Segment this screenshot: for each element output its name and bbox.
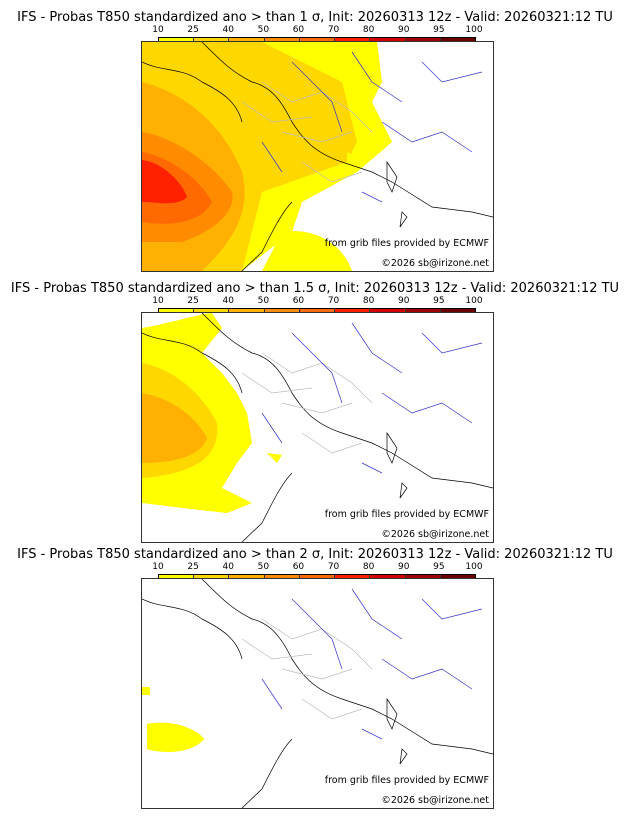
colorbar-tick-label: 10 [152,296,164,306]
colorbar-tick-label: 80 [362,296,375,306]
colorbar-tick-label: 95 [433,296,445,306]
colorbar-tick-label: 80 [362,562,375,572]
colorbar-tick-label: 60 [292,25,305,35]
colorbar-tick-label: 50 [257,562,270,572]
colorbar-tick-label: 100 [465,25,483,35]
panel-1: IFS - Probas T850 standardized ano > tha… [0,10,630,280]
colorbar-tick-label: 25 [187,296,199,306]
colorbar-ticks: 10 25 40 50 60 70 80 90 95 100 [152,25,482,37]
probability-map: from grib files provided by ECMWF ©2026 … [141,312,494,543]
copyright: ©2026 sb@irizone.net [381,795,489,806]
source-credit: from grib files provided by ECMWF [324,509,489,520]
colorbar-tick-label: 50 [257,296,270,306]
source-credit: from grib files provided by ECMWF [324,238,489,249]
colorbar-tick-label: 70 [327,25,340,35]
colorbar-tick-label: 80 [362,25,375,35]
colorbar-tick-label: 60 [292,562,305,572]
colorbar-tick-label: 95 [433,25,445,35]
colorbar-tick-label: 100 [465,562,483,572]
colorbar-tick-label: 10 [152,25,164,35]
colorbar-tick-label: 70 [327,562,340,572]
colorbar-tick-label: 25 [187,562,199,572]
colorbar-tick-label: 40 [222,562,234,572]
colorbar-tick-label: 90 [398,25,410,35]
map-shapes [142,579,493,808]
colorbar-tick-label: 40 [222,296,234,306]
colorbar-tick-label: 95 [433,562,445,572]
colorbar-tick-label: 10 [152,562,164,572]
colorbar-tick-label: 25 [187,25,199,35]
colorbar-tick-label: 60 [292,296,305,306]
colorbar-tick-label: 90 [398,562,410,572]
colorbar-ticks: 10 25 40 50 60 70 80 90 95 100 [152,562,482,574]
colorbar-tick-label: 90 [398,296,410,306]
map-shapes [142,313,493,542]
colorbar-tick-label: 100 [465,296,483,306]
chart-title: IFS - Probas T850 standardized ano > tha… [17,10,613,25]
colorbar-ticks: 10 25 40 50 60 70 80 90 95 100 [152,296,482,308]
copyright: ©2026 sb@irizone.net [381,529,489,540]
probability-map: from grib files provided by ECMWF ©2026 … [141,41,494,272]
panel-3: IFS - Probas T850 standardized ano > tha… [0,547,630,817]
panel-2: IFS - Probas T850 standardized ano > tha… [0,281,630,547]
colorbar-tick-label: 40 [222,25,234,35]
chart-title: IFS - Probas T850 standardized ano > tha… [10,281,620,296]
copyright: ©2026 sb@irizone.net [381,258,489,269]
colorbar-tick-label: 50 [257,25,270,35]
map-shapes [142,42,493,271]
colorbar-tick-label: 70 [327,296,340,306]
chart-title: IFS - Probas T850 standardized ano > tha… [17,547,613,562]
source-credit: from grib files provided by ECMWF [324,775,489,786]
probability-map: from grib files provided by ECMWF ©2026 … [141,578,494,809]
